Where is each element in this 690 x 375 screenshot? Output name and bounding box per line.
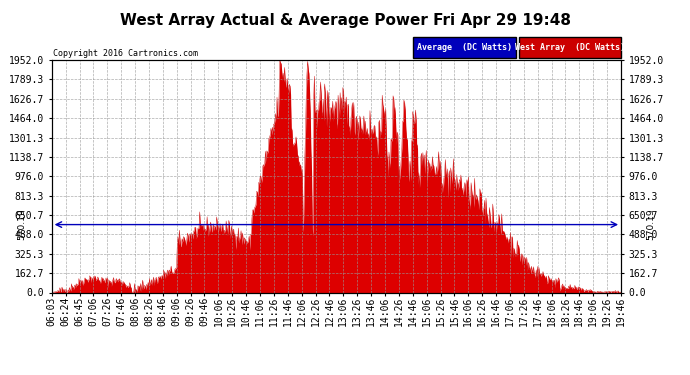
Text: Copyright 2016 Cartronics.com: Copyright 2016 Cartronics.com [53,49,198,58]
Text: Average  (DC Watts): Average (DC Watts) [417,43,512,52]
Text: 570.19: 570.19 [17,209,26,240]
FancyBboxPatch shape [519,37,621,58]
Text: 570.19: 570.19 [647,209,656,240]
Text: West Array  (DC Watts): West Array (DC Watts) [515,43,624,52]
Text: West Array Actual & Average Power Fri Apr 29 19:48: West Array Actual & Average Power Fri Ap… [119,13,571,28]
FancyBboxPatch shape [413,37,515,58]
